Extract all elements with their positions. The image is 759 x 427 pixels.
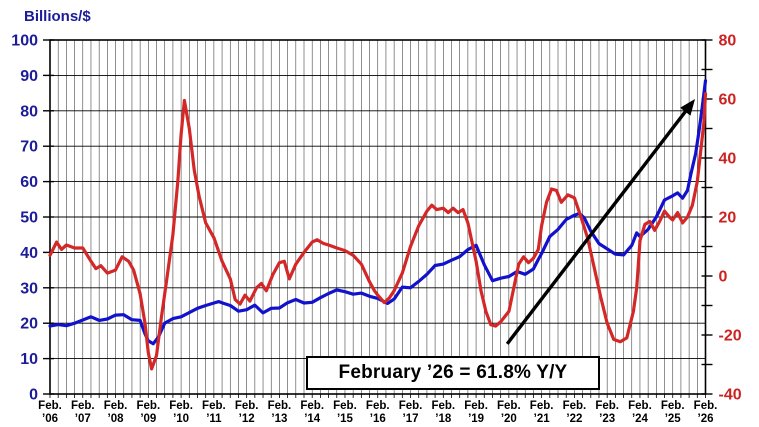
left-axis-tick-label: 80 xyxy=(20,103,38,120)
left-axis-tick-label: 10 xyxy=(20,351,38,368)
x-axis-label-year: ’17 xyxy=(403,413,419,425)
right-axis-tick-label: -40 xyxy=(719,387,742,404)
trend-arrow-shaft xyxy=(505,104,692,345)
x-axis-label-year: ’11 xyxy=(206,413,222,425)
x-axis-label-year: ’20 xyxy=(501,413,517,425)
x-axis-label-month: Feb. xyxy=(399,400,423,412)
x-axis-label-year: ’08 xyxy=(108,413,125,425)
x-axis-label-year: ’16 xyxy=(370,413,386,425)
x-axis-label-year: ’09 xyxy=(140,413,156,425)
x-axis-label-month: Feb. xyxy=(268,400,292,412)
x-axis-label-month: Feb. xyxy=(38,400,62,412)
x-axis-label-year: ’25 xyxy=(665,413,682,425)
x-axis-label-month: Feb. xyxy=(137,400,161,412)
x-axis-label-year: ’12 xyxy=(239,413,255,425)
x-axis-label-year: ’21 xyxy=(534,413,551,425)
left-axis-title: Billions/$ xyxy=(24,8,91,25)
x-axis-label-month: Feb. xyxy=(104,400,128,412)
left-axis-tick-label: 70 xyxy=(20,139,38,156)
x-axis-label-year: ’26 xyxy=(698,413,714,425)
x-axis-label-year: ’22 xyxy=(566,413,582,425)
x-axis-label-year: ’24 xyxy=(632,413,649,425)
x-axis-label-year: ’15 xyxy=(337,413,354,425)
series-year-over-year-percent-line xyxy=(48,92,708,371)
x-axis-label-month: Feb. xyxy=(169,400,193,412)
left-axis-tick-label: 20 xyxy=(20,316,38,333)
x-axis-label-month: Feb. xyxy=(300,400,324,412)
axis-tick-labels: 0 10 20 30 40 50 60 70 80 90 100 -40 -20 0 20 40 60 80 Feb… xyxy=(11,33,741,426)
left-axis-tick-label: 100 xyxy=(11,33,38,50)
right-axis-tick-label: -20 xyxy=(719,328,742,345)
x-axis-label-year: ’23 xyxy=(599,413,615,425)
x-axis-label-month: Feb. xyxy=(71,400,95,412)
x-axis-label-month: Feb. xyxy=(431,400,455,412)
right-axis-tick-label: 60 xyxy=(719,92,737,109)
x-axis-label-year: ’19 xyxy=(468,413,484,425)
left-axis-tick-label: 50 xyxy=(20,210,38,227)
x-axis-label-month: Feb. xyxy=(202,400,226,412)
annotation-callout: February ’26 = 61.8% Y/Y xyxy=(306,356,600,390)
x-axis-label-month: Feb. xyxy=(235,400,259,412)
x-axis-label-month: Feb. xyxy=(694,400,718,412)
annotation-text: February ’26 = 61.8% Y/Y xyxy=(338,362,568,383)
x-axis-label-year: ’13 xyxy=(271,413,287,425)
left-axis-tick-label: 90 xyxy=(20,68,38,85)
trend-arrow xyxy=(505,99,696,345)
data-series xyxy=(48,79,708,371)
x-axis-label-month: Feb. xyxy=(661,400,685,412)
x-axis-label-month: Feb. xyxy=(628,400,652,412)
right-axis-tick-label: 0 xyxy=(719,269,728,286)
left-axis-tick-label: 60 xyxy=(20,174,38,191)
x-axis-label-year: ’06 xyxy=(42,413,58,425)
x-axis-label-month: Feb. xyxy=(563,400,587,412)
x-axis-label-month: Feb. xyxy=(595,400,619,412)
x-axis-label-month: Feb. xyxy=(530,400,554,412)
x-axis-label-year: ’10 xyxy=(173,413,189,425)
x-axis-label-month: Feb. xyxy=(333,400,357,412)
left-axis-tick-label: 40 xyxy=(20,245,38,262)
x-axis-label-year: ’07 xyxy=(75,413,91,425)
x-axis-label-year: ’14 xyxy=(304,413,321,425)
right-axis-tick-label: 20 xyxy=(719,210,737,227)
x-axis-label-month: Feb. xyxy=(497,400,521,412)
trend-arrow-head xyxy=(680,99,696,116)
right-axis-tick-label: 40 xyxy=(719,151,737,168)
x-axis-label-month: Feb. xyxy=(464,400,488,412)
right-axis-tick-label: 80 xyxy=(719,33,737,50)
axis-ticks xyxy=(43,39,713,398)
x-axis-label-month: Feb. xyxy=(366,400,390,412)
x-axis-label-year: ’18 xyxy=(435,413,452,425)
left-axis-tick-label: 0 xyxy=(29,387,38,404)
left-axis-tick-label: 30 xyxy=(20,280,38,297)
